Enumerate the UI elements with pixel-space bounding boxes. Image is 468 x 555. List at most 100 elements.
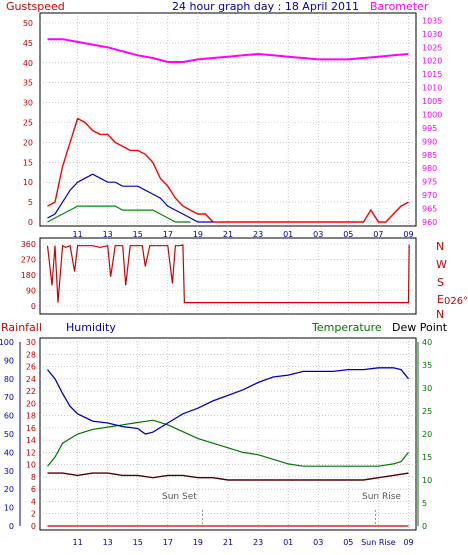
rain-tick-label: 20 [26,399,36,408]
rain-tick-label: 8 [31,473,36,482]
gust-tick-label: 25 [23,119,33,128]
rain-tick-label: 28 [26,350,36,359]
humidity-tick-label: 0 [9,522,14,531]
humidity-line [46,367,410,435]
series-layer [46,38,410,527]
baro-tick-label: 1020 [422,57,442,66]
compass-n-top: N [436,240,444,253]
humidity-tick-label: 60 [4,412,14,421]
gust-tick-label: 50 [23,19,33,28]
top-x-tick-label: 17 [163,230,173,239]
humidity-tick-label: 40 [4,448,14,457]
low-x-tick-label: 13 [103,538,113,547]
low-x-tick-label: Sun Rise [361,538,396,547]
temperature-label: Temperature [311,321,382,334]
low-x-tick-label: 03 [313,538,323,547]
temp-tick-label: 35 [422,361,432,370]
humidity-tick-label: 10 [4,504,14,513]
tick-label-layer: 0510152025303540455096096597097598098599… [0,16,442,547]
gust-tick-label: 15 [23,158,33,167]
gust-line [47,117,409,223]
gust-tick-label: 30 [23,99,33,108]
rainfall-label: Rainfall [1,321,42,334]
top-x-tick-label: 09 [403,230,413,239]
gust-tick-label: 20 [23,138,33,147]
top-x-tick-label: 15 [133,230,143,239]
temp-tick-label: 30 [422,384,432,393]
temp-tick-label: 5 [422,499,427,508]
compass-n-bottom: N [436,308,444,321]
baro-tick-label: 985 [422,151,437,160]
top-x-tick-label: 21 [223,230,233,239]
baro-tick-label: 1025 [422,43,442,52]
temp-tick-label: 25 [422,407,432,416]
dir-tick-label: 90 [26,287,36,296]
dir-tick-label: 270 [21,256,36,265]
baro-tick-label: 1015 [422,70,442,79]
gust-tick-label: 10 [23,178,33,187]
baro-tick-label: 960 [422,218,437,227]
low-x-tick-label: 09 [403,538,413,547]
gust-tick-label: 0 [28,218,33,227]
barometer-line [47,38,409,63]
low-x-tick-label: 23 [253,538,263,547]
rain-tick-label: 6 [31,485,36,494]
chart-title: 24 hour graph day : 18 April 2011 [172,0,359,13]
dir-tick-label: 0 [31,302,36,311]
current-direction: 026° [444,296,468,307]
barometer-label: Barometer [370,0,429,13]
top-x-tick-label: 07 [373,230,383,239]
rain-tick-label: 4 [31,497,36,506]
low-x-tick-label: 15 [133,538,143,547]
rain-tick-label: 14 [26,436,36,445]
rain-tick-label: 2 [31,510,36,519]
humidity-tick-label: 100 [0,338,14,347]
temp-tick-label: 20 [422,430,432,439]
rain-tick-label: 10 [26,461,36,470]
baro-tick-label: 965 [422,205,437,214]
temp-tick-label: 40 [422,338,432,347]
top-x-tick-label: 01 [283,230,293,239]
low-x-tick-label: 05 [343,538,353,547]
rain-tick-label: 16 [26,424,36,433]
rain-tick-label: 26 [26,363,36,372]
baro-tick-label: 995 [422,124,437,133]
top-x-tick-label: 13 [103,230,113,239]
top-x-tick-label: 11 [73,230,83,239]
compass-e: E [437,293,444,306]
top-x-tick-label: 03 [313,230,323,239]
compass-s: S [437,276,444,289]
dewpoint-line [47,472,409,481]
gust-tick-label: 35 [23,79,33,88]
top-x-tick-label: 23 [253,230,263,239]
temperature-line [47,419,409,467]
rain-tick-label: 22 [26,387,36,396]
low-x-tick-label: 17 [163,538,173,547]
gust-tick-label: 45 [23,39,33,48]
rain-tick-label: 30 [26,338,36,347]
gust-tick-label: 40 [23,59,33,68]
top-x-tick-label: 05 [343,230,353,239]
windspeed-line [47,173,213,223]
baro-tick-label: 1005 [422,97,442,106]
dir-tick-label: 180 [21,271,36,280]
low-x-tick-label: 19 [193,538,203,547]
gustspeed-label: Gustspeed [6,0,65,13]
direction-line [46,244,410,304]
baro-tick-label: 975 [422,178,437,187]
baro-tick-label: 970 [422,191,437,200]
windlow-line [47,205,191,223]
humidity-tick-label: 50 [4,430,14,439]
temp-tick-label: 10 [422,476,432,485]
baro-tick-label: 1000 [422,110,442,119]
humidity-tick-label: 80 [4,375,14,384]
low-x-tick-label: 11 [73,538,83,547]
humidity-tick-label: 70 [4,393,14,402]
gust-tick-label: 5 [28,198,33,207]
sun-rise-label: Sun Rise [362,492,401,502]
dewpoint-label: Dew Point [392,321,448,334]
low-x-tick-label: 21 [223,538,233,547]
temp-tick-label: 15 [422,453,432,462]
